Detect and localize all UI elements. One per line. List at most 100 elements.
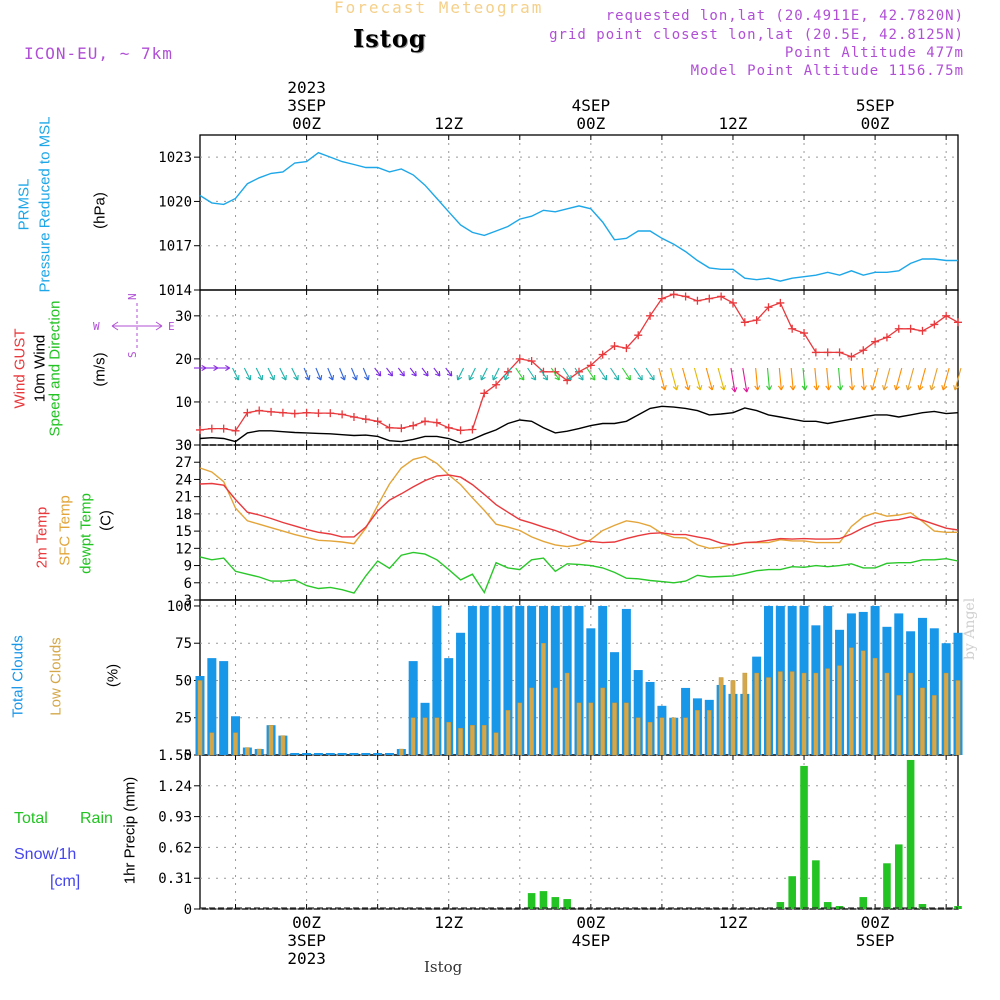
wind-direction-arrowhead [825,385,832,391]
wind-direction-arrowhead [316,374,323,381]
wind-direction-arrowhead [601,374,608,381]
wind-direction-arrow [802,367,806,391]
low-cloud-bar [730,680,736,756]
gust-point [373,417,382,426]
time-label-bottom: 12Z [434,913,463,932]
rain-bar [894,844,903,909]
wind-direction-arrow [457,367,465,381]
wind-direction-arrowhead [777,385,785,391]
gust-point [918,326,927,335]
wind-direction-arrowhead [201,364,207,372]
y-tick-label: 30 [175,438,192,454]
y-tick-label: 0.93 [158,810,192,826]
total-cloud-bar [574,605,584,755]
wind-direction-arrowhead [766,385,773,391]
wind-direction-arrow [682,367,690,391]
wind-direction-arrow [550,367,560,381]
gust-point [811,348,820,357]
low-cloud-bar [505,710,511,756]
panel-frame [199,754,959,910]
wind-direction-arrow [480,367,488,381]
gust-point [326,409,335,418]
gust-point [871,337,880,346]
y-tick-label: 18 [175,507,192,523]
gust-point [444,423,453,432]
wind-direction-arrowhead [468,374,474,381]
gust-point [800,329,809,338]
gust-point [752,316,761,325]
gust-point [278,408,287,417]
low-cloud-bar [813,672,819,756]
gust-point [338,410,347,419]
rain-bar [551,897,560,909]
wind-direction-arrow [790,367,794,391]
wind-direction-arrow [562,367,572,381]
wind-direction-arrowhead [789,385,796,391]
low-cloud-bar [872,657,878,756]
wind-direction-arrow [895,367,903,391]
low-cloud-bar [493,732,499,756]
total-cloud-bar [432,605,442,755]
wind-direction-arrowhead [542,374,549,381]
y-tick-label: 0.31 [158,871,192,887]
low-cloud-bar [612,702,617,756]
total-cloud-bar [527,605,537,755]
y-tick-label: 50 [175,673,192,689]
wind-direction-arrowhead [660,385,667,391]
wind-direction-arrowhead [929,385,936,391]
total-cloud-bar [219,661,229,755]
y-tick-label: 1.55 [158,748,192,764]
low-cloud-bar [624,702,629,756]
time-label-bottom: 5SEP [856,931,895,950]
compass-s: S [126,351,139,358]
wind-direction-arrowhead [446,370,453,377]
wind-direction-arrowhead [340,374,346,381]
wind-direction-arrow [861,367,865,391]
low-cloud-bar [410,717,416,756]
wind-direction-arrowhead [245,374,252,381]
time-label-top: 00Z [576,114,605,133]
rain-bar [812,860,820,909]
wind-direction-arrowhead [684,385,691,391]
wind-direction-arrow [645,367,655,381]
wind-direction-arrow [339,367,346,381]
low-cloud-bar [659,717,665,756]
time-label-bottom: 00Z [861,913,890,932]
y-tick-label: 1014 [158,283,192,299]
wind-direction-arrowhead [387,370,394,377]
y-tick-label: 1023 [158,150,192,166]
wind-direction-arrow [350,367,357,381]
gust-point [361,415,370,424]
wind-direction-arrow [374,367,382,377]
y-tick-label: 0 [184,748,192,764]
time-label-bottom: 00Z [576,913,605,932]
total-cloud-bar [633,670,643,755]
y-tick-label: 21 [175,490,192,506]
low-cloud-bar [458,727,463,756]
low-cloud-bar [778,671,783,756]
gust-point [764,303,773,312]
wind-direction-arrowhead [637,374,643,381]
wind-direction-arrowhead [435,370,441,377]
low-cloud-bar [943,672,949,756]
total-cloud-bar [929,628,939,755]
rain-bar [527,893,536,909]
time-label-bottom: 12Z [719,913,748,932]
gust-point [397,424,406,433]
time-label-top: 12Z [434,114,463,133]
wind-direction-arrowhead [672,385,679,391]
gust-point [930,320,939,329]
gust-point [657,294,666,303]
gust-point [634,331,643,340]
y-tick-label: 27 [175,455,192,471]
rain-label-b: Rain [80,810,113,827]
y-tick-label: 24 [175,472,192,488]
wind-direction-arrow [730,367,736,393]
gust-point [954,318,962,327]
y-tick-label: 0 [184,438,192,454]
wind-direction-arrow [232,367,240,381]
y-tick-label: 100 [167,599,192,615]
compass-h-arrow [111,321,163,331]
wind-direction-arrow [291,367,299,381]
